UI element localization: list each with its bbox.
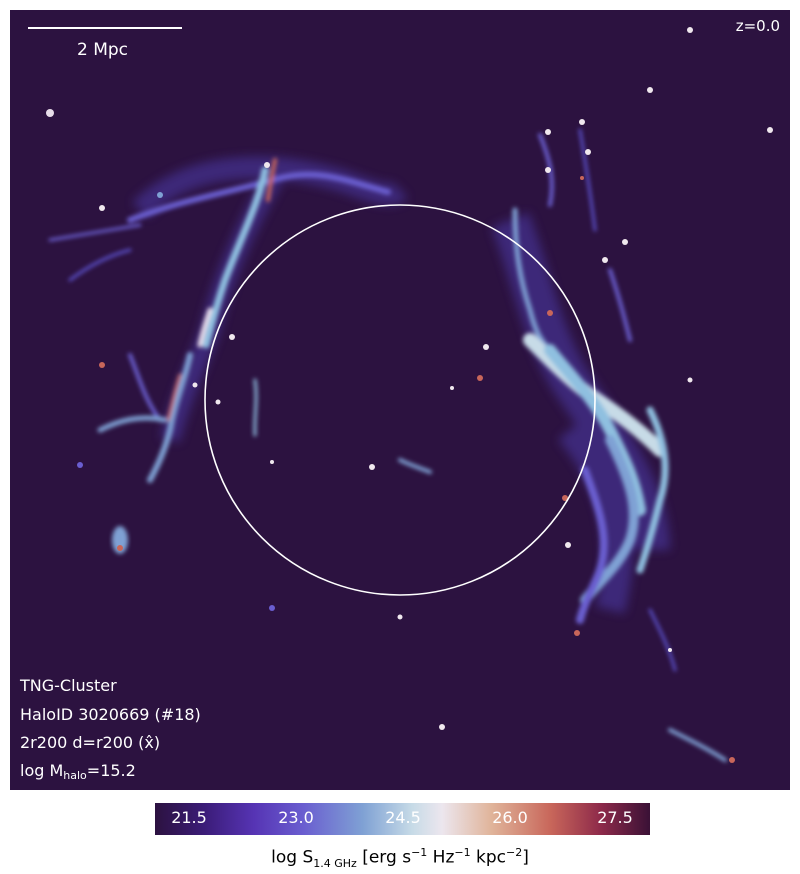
- colorbar: [155, 803, 650, 835]
- colorbar-label: log S1.4 GHz [erg s−1 Hz−1 kpc−2]: [271, 846, 529, 871]
- filaments: [48, 128, 727, 762]
- radio-emission-map: 2 Mpc z=0.0 TNG-Cluster HaloID 3020669 (…: [10, 10, 790, 790]
- emission-canvas: [46, 27, 773, 763]
- simulation-label: TNG-Cluster: [20, 676, 117, 695]
- redshift-label: z=0.0: [735, 17, 780, 35]
- scale-bar-label: 2 Mpc: [77, 40, 129, 60]
- colorbar-tick: 26.0: [492, 808, 528, 827]
- projection-label: 2r200 d=r200 (x̂): [20, 733, 161, 752]
- colorbar-tick: 23.0: [278, 808, 314, 827]
- halo-mass-label: log Mhalo=15.2: [20, 761, 136, 782]
- colorbar-tick: 24.5: [385, 808, 421, 827]
- scale-bar: [28, 27, 182, 29]
- compact-sources: [46, 27, 773, 763]
- halo-id-label: HaloID 3020669 (#18): [20, 705, 201, 724]
- colorbar-tick: 27.5: [597, 808, 633, 827]
- r200-circle: [204, 204, 596, 596]
- colorbar-tick: 21.5: [171, 808, 207, 827]
